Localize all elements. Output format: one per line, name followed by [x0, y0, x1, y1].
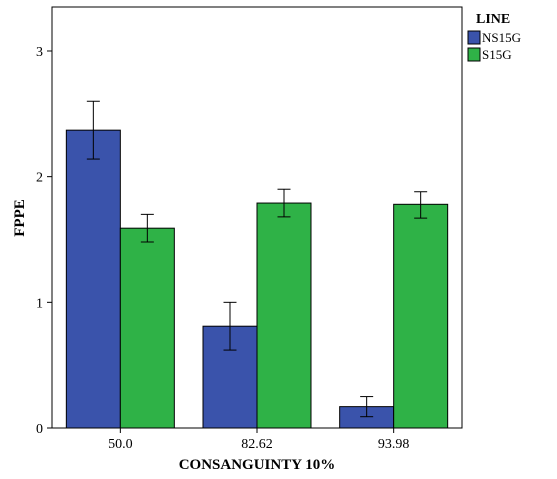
bars-layer — [65, 129, 449, 429]
legend-title: LINE — [476, 12, 510, 27]
x-tick-label-1: 82.62 — [241, 437, 273, 452]
y-axis-title: FPPE — [12, 199, 28, 237]
x-axis-title: CONSANGUINTY 10% — [179, 457, 336, 473]
legend: LINE NS15G S15G — [467, 12, 521, 62]
legend-label-s15g: S15G — [482, 47, 512, 62]
legend-swatch-s15g — [467, 47, 481, 62]
x-tick-label-2: 93.98 — [378, 437, 410, 452]
bar-s15g-1 — [256, 202, 312, 429]
x-tick-label-0: 50.0 — [108, 437, 133, 452]
error-bars-layer — [86, 100, 428, 418]
y-tick-label-0: 0 — [36, 422, 43, 437]
bar-s15g-0 — [119, 227, 175, 429]
y-tick-label-2: 2 — [36, 171, 43, 186]
legend-swatch-ns15g — [467, 30, 481, 45]
y-axis: 0 1 2 3 — [36, 45, 52, 437]
bar-s15g-2 — [393, 203, 449, 429]
legend-label-ns15g: NS15G — [482, 30, 521, 45]
x-axis: 50.0 82.62 93.98 — [108, 428, 409, 452]
bar-ns15g-0 — [65, 129, 121, 429]
y-tick-label-1: 1 — [36, 296, 43, 311]
y-tick-label-3: 3 — [36, 45, 43, 60]
